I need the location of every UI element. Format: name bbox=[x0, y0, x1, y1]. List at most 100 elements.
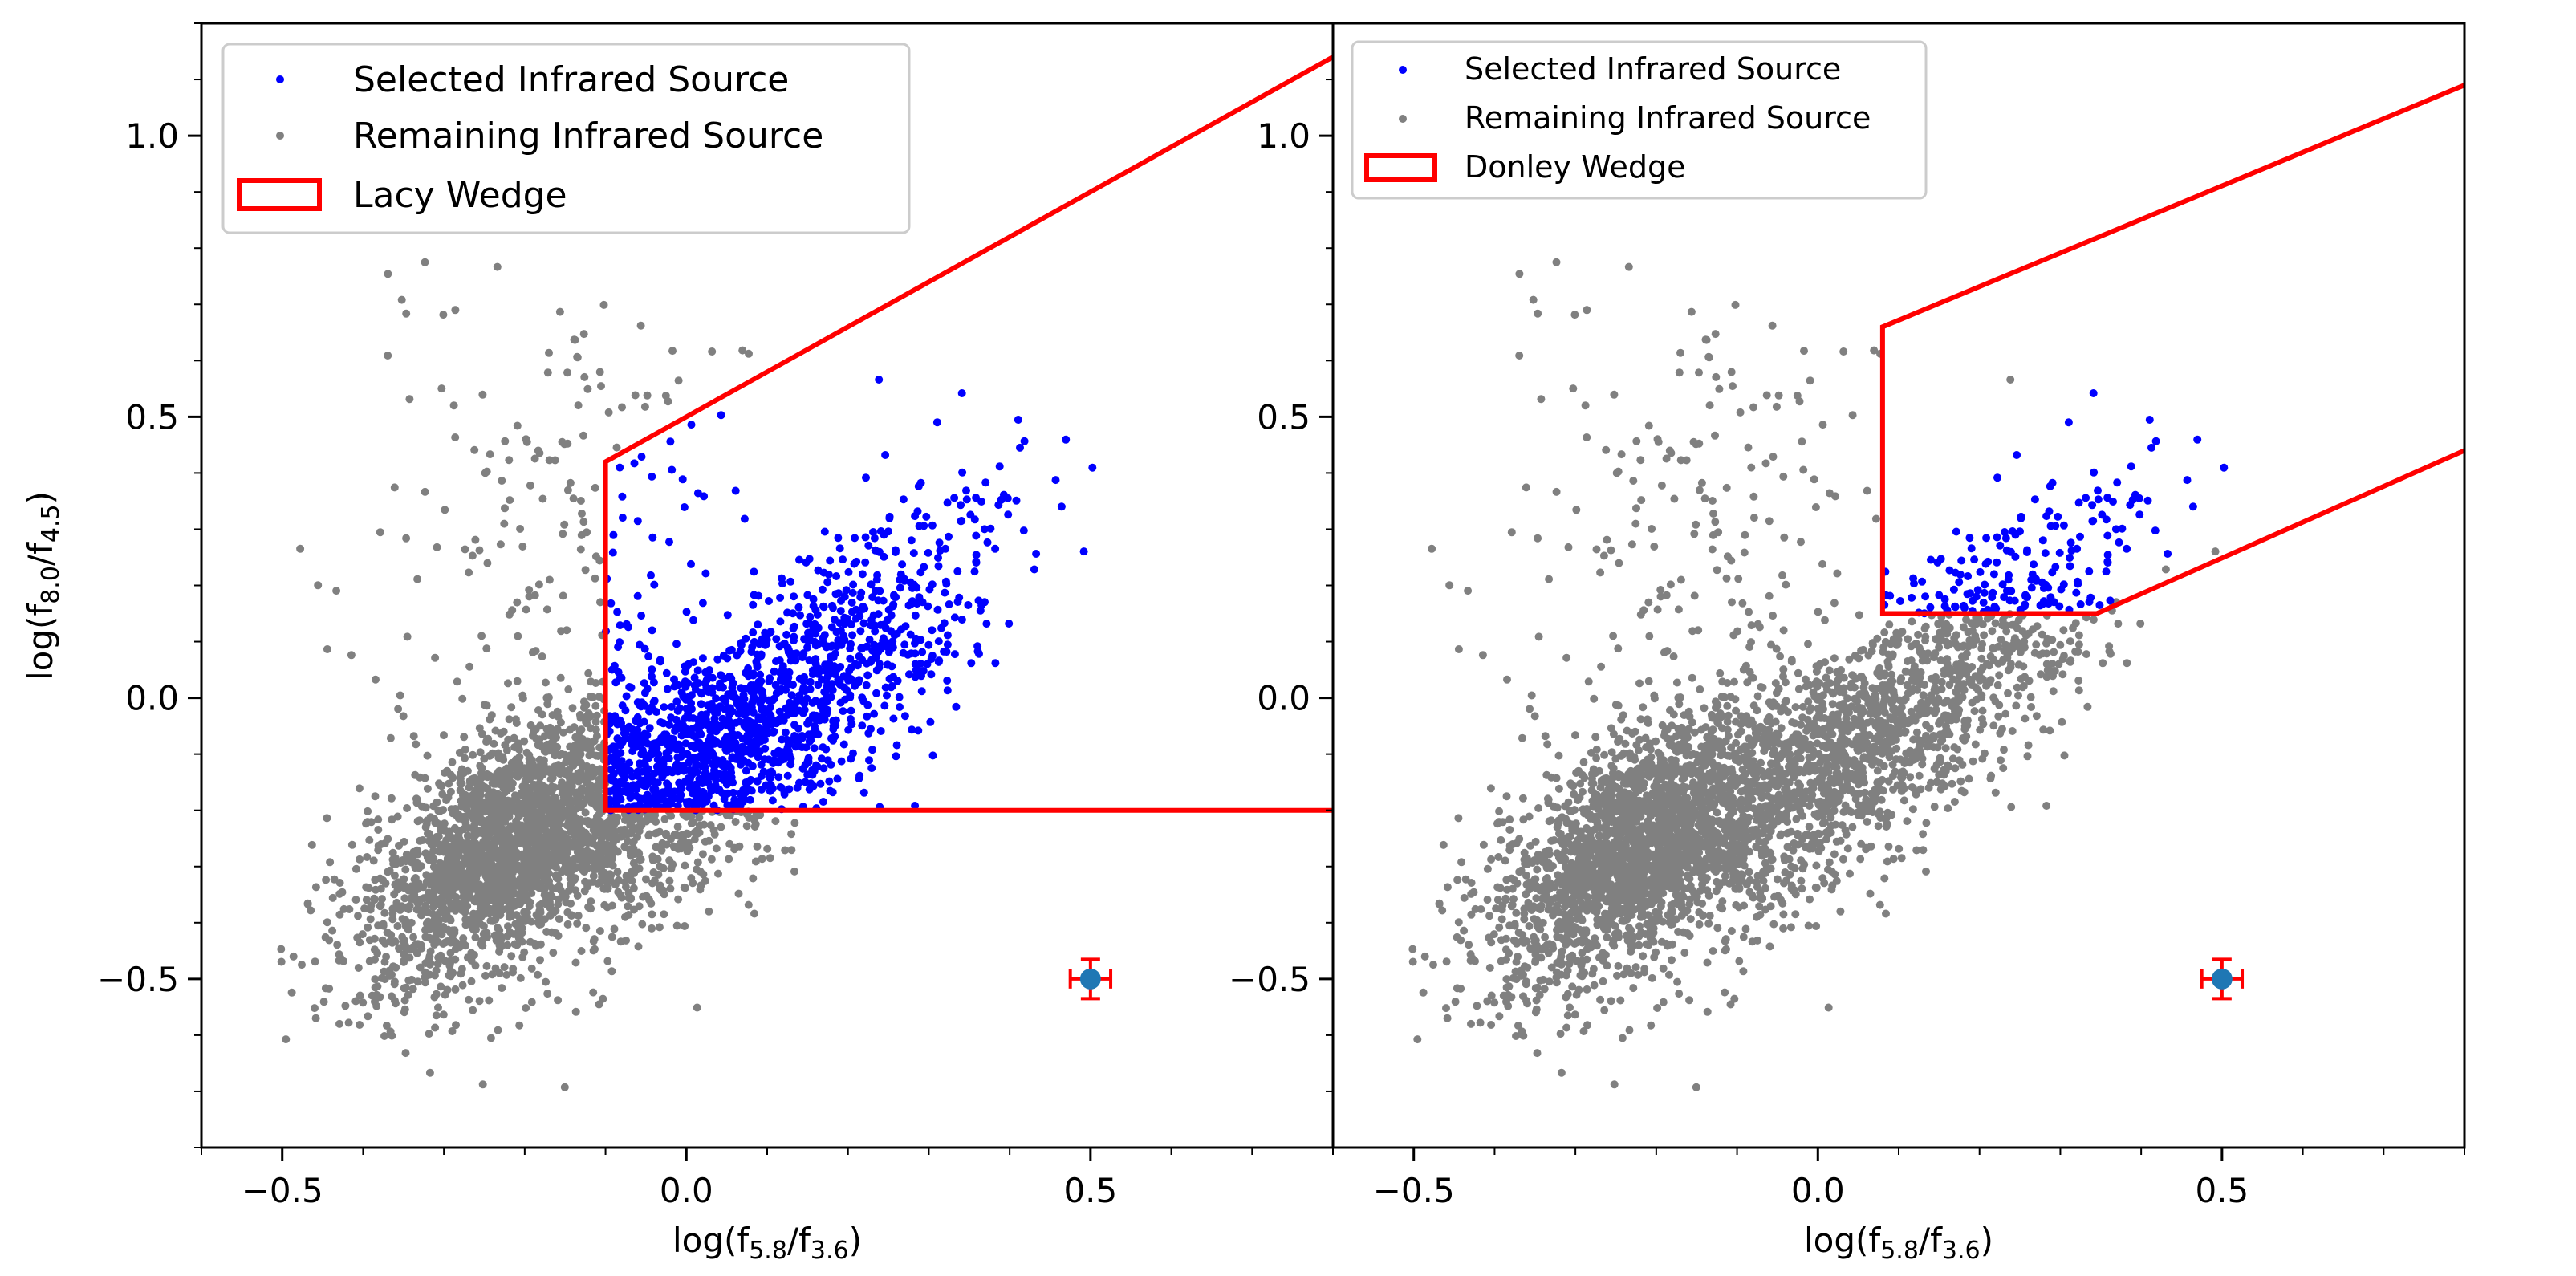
remaining-source-point bbox=[604, 408, 613, 417]
remaining-source-point bbox=[645, 896, 653, 904]
selected-source-point bbox=[876, 587, 884, 595]
remaining-source-point bbox=[1830, 850, 1839, 859]
selected-source-point bbox=[735, 717, 744, 726]
selected-source-point bbox=[611, 758, 620, 766]
selected-source-point bbox=[723, 611, 732, 620]
remaining-source-point bbox=[543, 700, 552, 709]
selected-source-point bbox=[836, 663, 845, 671]
selected-source-point bbox=[790, 622, 798, 631]
remaining-source-point bbox=[477, 632, 486, 640]
remaining-source-point bbox=[559, 591, 567, 600]
remaining-source-point bbox=[527, 917, 536, 926]
remaining-source-point bbox=[539, 868, 548, 877]
selected-source-point bbox=[702, 797, 711, 806]
remaining-source-point bbox=[570, 876, 579, 884]
remaining-source-point bbox=[362, 896, 371, 904]
remaining-source-point bbox=[500, 963, 509, 972]
selected-source-point bbox=[692, 783, 701, 792]
selected-source-point bbox=[691, 733, 700, 741]
remaining-source-point bbox=[522, 1004, 530, 1012]
selected-source-point bbox=[821, 660, 830, 669]
remaining-source-point bbox=[421, 258, 429, 266]
selected-source-point bbox=[776, 593, 785, 602]
remaining-source-point bbox=[515, 799, 524, 808]
remaining-source-point bbox=[461, 920, 470, 929]
remaining-source-point bbox=[1824, 1003, 1833, 1012]
selected-source-point bbox=[924, 548, 932, 557]
remaining-source-point bbox=[437, 908, 445, 916]
selected-source-point bbox=[693, 666, 702, 675]
remaining-source-point bbox=[501, 788, 510, 797]
remaining-source-point bbox=[555, 881, 563, 890]
selected-source-point bbox=[1062, 435, 1071, 444]
remaining-source-point bbox=[575, 727, 584, 736]
left-legend: Selected Infrared Source Remaining Infra… bbox=[221, 43, 911, 234]
remaining-source-point bbox=[575, 768, 584, 777]
remaining-source-point bbox=[445, 885, 453, 894]
selected-source-point bbox=[922, 512, 931, 521]
remaining-source-point bbox=[617, 893, 626, 902]
remaining-source-point bbox=[488, 778, 497, 787]
remaining-source-point bbox=[437, 982, 445, 991]
remaining-source-point bbox=[432, 1011, 441, 1020]
remaining-source-point bbox=[581, 861, 590, 870]
remaining-source-point bbox=[425, 1030, 433, 1038]
selected-source-point bbox=[833, 774, 842, 783]
selected-source-point bbox=[861, 558, 870, 567]
remaining-source-point bbox=[595, 1000, 603, 1009]
remaining-source-point bbox=[771, 817, 780, 826]
selected-source-point bbox=[785, 736, 794, 745]
remaining-source-point bbox=[439, 1010, 448, 1019]
selected-source-point bbox=[750, 737, 759, 746]
selected-source-point bbox=[934, 562, 943, 571]
remaining-source-point bbox=[546, 775, 555, 784]
remaining-source-point bbox=[549, 949, 558, 957]
selected-source-point bbox=[790, 592, 798, 601]
remaining-source-point bbox=[559, 728, 567, 737]
selected-source-point bbox=[681, 723, 689, 732]
remaining-source-point bbox=[431, 882, 440, 891]
remaining-source-point bbox=[451, 805, 460, 813]
selected-source-point bbox=[907, 599, 916, 608]
remaining-source-point bbox=[1518, 733, 1526, 742]
selected-source-point bbox=[769, 759, 778, 767]
remaining-source-point bbox=[403, 632, 412, 641]
remaining-source-point bbox=[456, 779, 465, 788]
selected-source-point bbox=[900, 640, 909, 649]
remaining-source-point bbox=[277, 957, 286, 966]
remaining-source-point bbox=[460, 733, 469, 742]
remaining-source-point bbox=[522, 851, 531, 860]
remaining-source-point bbox=[595, 810, 603, 819]
remaining-source-point bbox=[538, 494, 547, 503]
remaining-source-point bbox=[413, 899, 422, 908]
remaining-source-point bbox=[1994, 712, 2003, 721]
selected-source-point bbox=[889, 673, 898, 681]
remaining-source-point bbox=[766, 854, 774, 863]
left-legend-selected-label: Selected Infrared Source bbox=[353, 59, 789, 100]
remaining-source-point bbox=[430, 971, 439, 980]
remaining-source-point bbox=[542, 977, 551, 986]
selected-source-point bbox=[841, 695, 850, 704]
remaining-source-point bbox=[611, 813, 620, 822]
selected-source-point bbox=[657, 789, 666, 798]
remaining-source-point bbox=[528, 648, 537, 656]
remaining-source-point bbox=[1880, 628, 1889, 636]
remaining-source-point bbox=[648, 910, 656, 919]
remaining-source-point bbox=[563, 920, 572, 929]
selected-source-point bbox=[862, 681, 871, 689]
remaining-source-point bbox=[436, 929, 445, 938]
selected-source-point bbox=[847, 598, 856, 607]
remaining-source-point bbox=[1502, 792, 1511, 801]
remaining-source-point bbox=[373, 949, 382, 957]
selected-source-point bbox=[781, 728, 790, 737]
remaining-source-point bbox=[652, 843, 660, 851]
selected-source-point bbox=[892, 593, 900, 602]
left-panel: −0.5 0.0 0.5 −0.50.00.51.0 log(f8.0/f4.5) … bbox=[21, 22, 1335, 1265]
remaining-source-point bbox=[1495, 923, 1504, 932]
selected-source-point bbox=[828, 788, 837, 797]
remaining-source-point bbox=[538, 899, 546, 908]
selected-source-point bbox=[819, 707, 827, 715]
selected-source-point bbox=[704, 701, 713, 710]
selected-source-point bbox=[715, 683, 723, 692]
selected-source-point bbox=[687, 421, 696, 429]
